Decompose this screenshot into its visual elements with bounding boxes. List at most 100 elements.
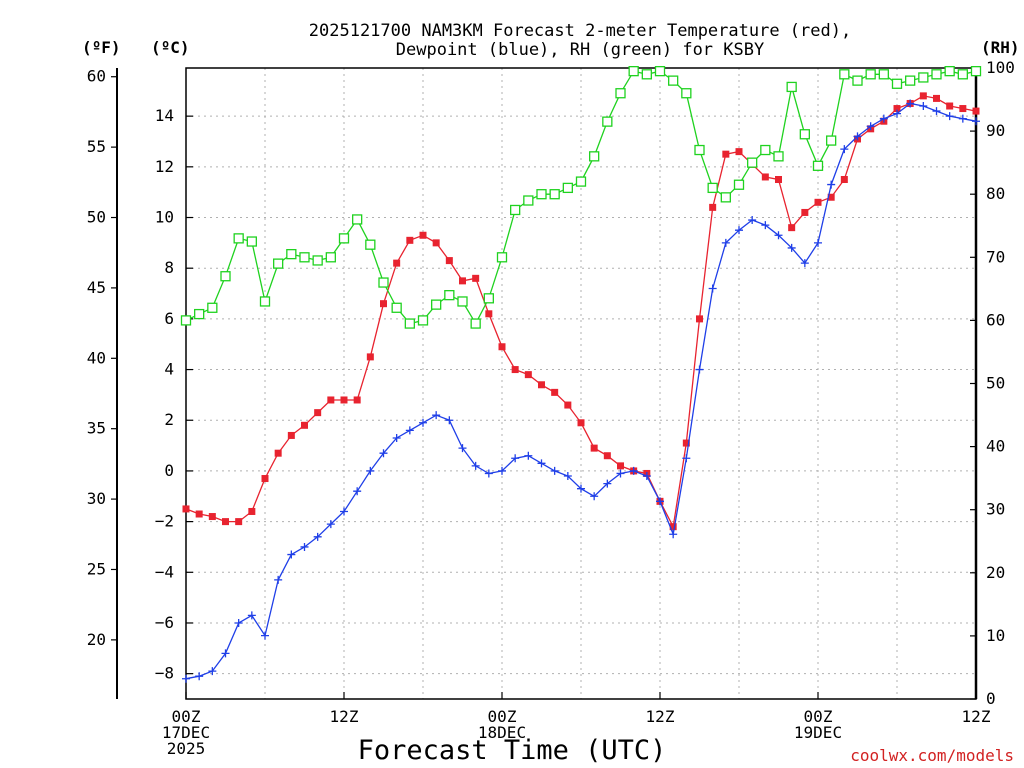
x-tick-label: 2025 <box>167 739 206 758</box>
temperature-point <box>590 444 598 452</box>
fahrenheit-tick-label: 40 <box>87 348 106 367</box>
dewpoint-point <box>972 117 980 126</box>
dewpoint-point <box>919 102 928 111</box>
celsius-tick-label: −4 <box>155 562 174 581</box>
temperature-point <box>551 388 559 396</box>
rh-point <box>391 302 402 313</box>
rh-point <box>510 204 521 216</box>
dewpoint-point <box>958 114 967 123</box>
rh-point <box>865 69 876 80</box>
rh-tick-label: 70 <box>986 247 1005 266</box>
celsius-tick-label: 4 <box>164 360 174 379</box>
dewpoint-point <box>629 466 638 475</box>
rh-point <box>602 116 613 127</box>
rh-point <box>220 271 231 282</box>
rh-point <box>207 302 218 313</box>
fahrenheit-tick-label: 25 <box>87 559 106 578</box>
celsius-tick-label: −8 <box>155 664 174 683</box>
rh-point <box>694 144 705 156</box>
chart-title-line-2: Dewpoint (blue), RH (green) for KSBY <box>396 40 764 60</box>
temperature-point <box>814 198 822 206</box>
temperature-point <box>235 518 243 526</box>
dewpoint-point <box>353 487 362 496</box>
fahrenheit-tick-label: 20 <box>87 630 106 649</box>
temperature-point <box>682 439 690 447</box>
temperature-point <box>353 396 361 404</box>
rh-point <box>681 88 692 99</box>
x-tick-label: 12Z <box>962 707 991 726</box>
dewpoint-point <box>471 461 480 470</box>
temperature-point <box>419 231 427 239</box>
rh-point <box>180 315 192 326</box>
temperature-point <box>564 401 572 409</box>
temperature-point <box>511 366 519 374</box>
celsius-tick-label: 2 <box>164 410 174 429</box>
temperature-point <box>775 176 782 184</box>
rh-point <box>799 129 810 140</box>
dewpoint-point <box>221 649 230 658</box>
dewpoint-point <box>208 667 217 676</box>
dewpoint-point <box>590 492 599 501</box>
fahrenheit-tick-label: 30 <box>87 489 106 508</box>
rh-point <box>404 318 415 329</box>
dewpoint-point <box>800 259 809 268</box>
credit-text: coolwx.com/models <box>850 746 1014 765</box>
dewpoint-point <box>866 122 875 131</box>
rh-point <box>589 151 600 162</box>
rh-point <box>483 293 494 304</box>
temperature-point <box>946 102 954 110</box>
dewpoint-point <box>340 507 348 516</box>
rh-point <box>957 69 968 80</box>
rh-point <box>786 81 797 93</box>
temperature-point <box>840 176 848 184</box>
rh-point <box>733 179 745 190</box>
temperature-point <box>327 396 335 404</box>
rh-point <box>562 182 573 194</box>
temperature-point <box>735 148 743 156</box>
rh-tick-label: 50 <box>986 374 1005 393</box>
dewpoint-point <box>366 466 375 475</box>
temperature-point <box>380 300 387 308</box>
x-tick-label: 00Z <box>172 707 201 726</box>
dewpoint-point <box>261 631 269 640</box>
temperature-point <box>919 92 927 100</box>
fahrenheit-tick-label: 45 <box>87 278 106 297</box>
dewpoint-point <box>840 145 849 154</box>
rh-point <box>812 160 824 171</box>
rh-point <box>273 258 284 269</box>
rh-point <box>246 236 257 247</box>
dewpoint-point <box>484 469 493 478</box>
rh-point <box>891 78 903 89</box>
dewpoint-point <box>827 180 836 189</box>
rh-point <box>760 144 771 156</box>
dewpoint-point <box>735 226 743 235</box>
rh-tick-label: 90 <box>986 121 1005 140</box>
temperature-point <box>696 315 703 323</box>
temperature-point <box>314 409 322 417</box>
dewpoint-point <box>774 231 783 240</box>
rh-point <box>194 308 205 320</box>
temperature-point <box>538 381 545 389</box>
rh-point <box>378 277 389 288</box>
rh-point <box>970 66 982 77</box>
celsius-tick-label: 14 <box>155 106 174 125</box>
celsius-axis-label: (ºC) <box>151 38 190 57</box>
temperature-point <box>393 259 401 267</box>
dewpoint-point <box>511 454 520 463</box>
fahrenheit-tick-label: 35 <box>87 419 106 438</box>
dewpoint-point <box>405 426 414 435</box>
temperature-point <box>709 203 717 211</box>
temperature-point <box>577 419 585 427</box>
rh-point <box>944 66 955 77</box>
dewpoint-point <box>616 469 625 478</box>
dewpoint-point <box>419 418 427 427</box>
fahrenheit-tick-label: 50 <box>87 208 106 227</box>
rh-tick-label: 30 <box>986 500 1005 519</box>
rh-point <box>826 135 837 146</box>
temperature-point <box>340 396 348 404</box>
rh-point <box>549 189 560 200</box>
dewpoint-point <box>945 112 954 121</box>
dewpoint-point <box>379 449 388 458</box>
rh-point <box>286 248 297 260</box>
dewpoint-point <box>550 466 559 475</box>
